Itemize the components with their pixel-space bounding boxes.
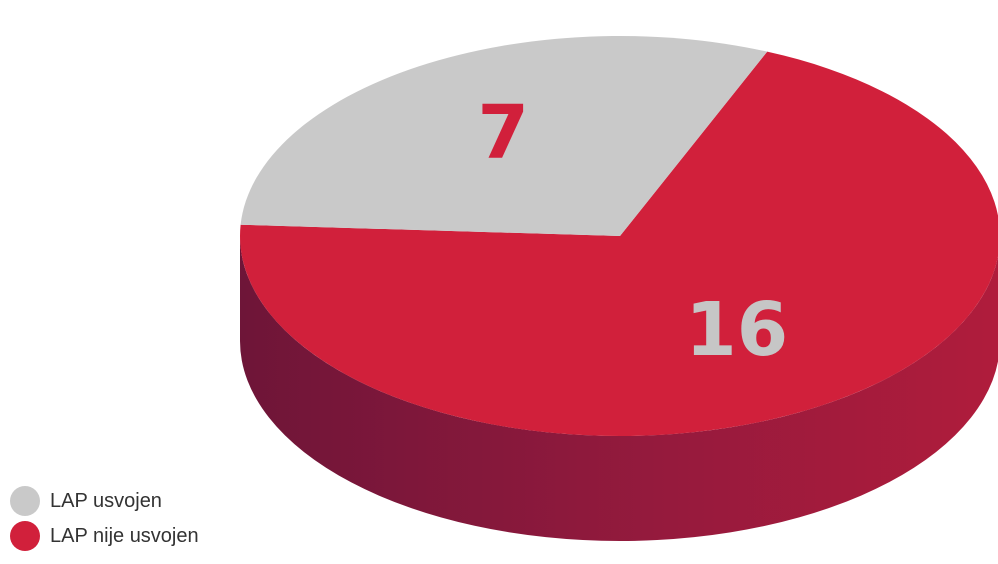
pie-tops [240, 36, 998, 436]
legend-item-lap-nije-usvojen: LAP nije usvojen [10, 519, 199, 553]
data-label-lap-usvojen: 7 [477, 90, 529, 176]
pie-side-lap-nije-usvojen [240, 236, 998, 541]
pie-sides [240, 236, 998, 541]
legend: LAP usvojen LAP nije usvojen [10, 484, 199, 554]
pie-slice-lap-nije-usvojen [240, 51, 998, 436]
legend-item-lap-usvojen: LAP usvojen [10, 484, 199, 518]
legend-swatch-lap-nije-usvojen [10, 521, 40, 551]
pie-labels: 16 7 [477, 90, 788, 373]
legend-label-lap-usvojen: LAP usvojen [50, 489, 162, 512]
legend-label-lap-nije-usvojen: LAP nije usvojen [50, 524, 199, 547]
legend-swatch-lap-usvojen [10, 486, 40, 516]
data-label-lap-nije-usvojen: 16 [685, 287, 788, 373]
pie-slice-lap-usvojen [240, 36, 768, 236]
